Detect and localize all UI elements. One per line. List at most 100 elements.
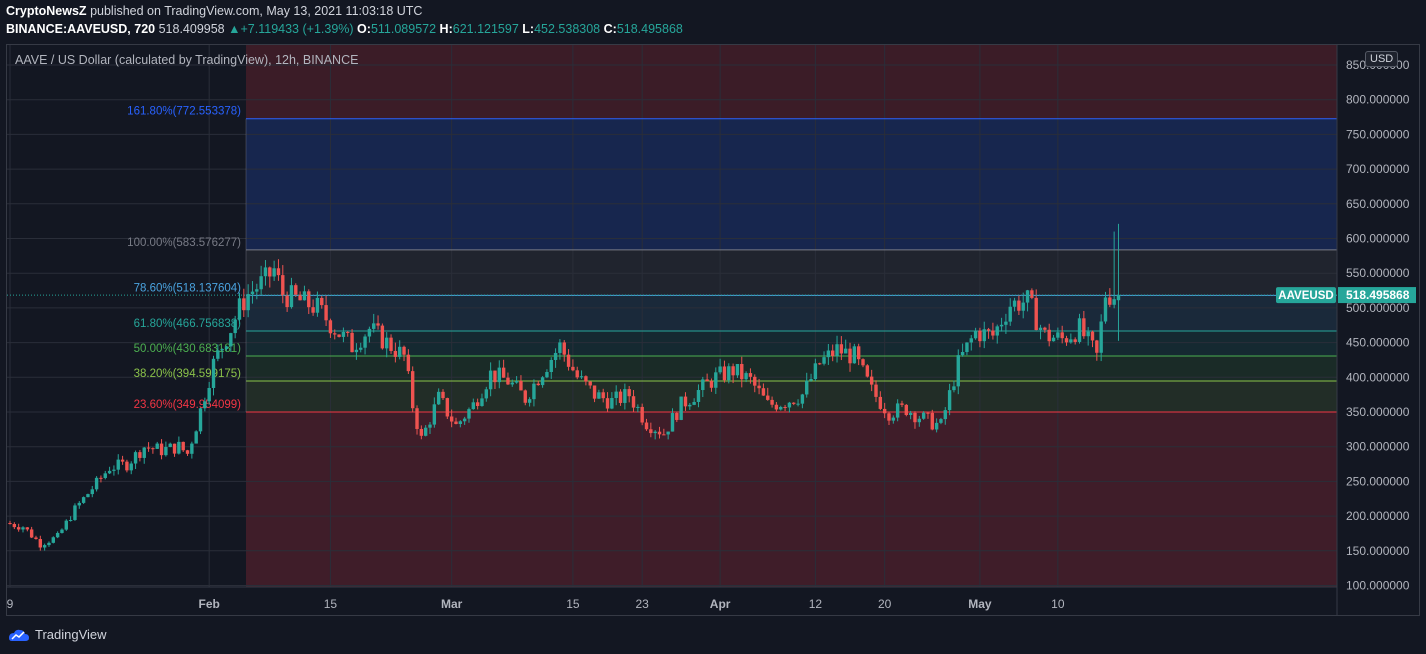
candle-body (324, 305, 328, 321)
currency-badge[interactable]: USD (1365, 51, 1399, 67)
candle-body (618, 391, 623, 403)
high-value: 621.121597 (452, 22, 519, 36)
price-tag-symbol-bg (1276, 287, 1336, 304)
close-value: 518.495868 (616, 22, 683, 36)
candle-body (341, 331, 346, 337)
candle-body (103, 473, 107, 478)
candle-body (294, 285, 298, 295)
candle-body (112, 469, 116, 471)
candle-body (566, 354, 571, 367)
candle-body (869, 376, 874, 385)
candle-body (688, 404, 692, 407)
candle-body (934, 422, 939, 430)
candle-body (965, 342, 969, 353)
high-label: H: (439, 22, 453, 36)
candle-body (138, 452, 142, 458)
candle-body (670, 413, 675, 432)
candle-body (307, 291, 311, 308)
candle-body (787, 402, 792, 408)
open-label: O: (357, 22, 371, 36)
candle-body (21, 527, 25, 530)
candle-body (211, 358, 216, 388)
candle-body (385, 337, 389, 349)
candle-body (363, 336, 367, 348)
candle-body (549, 359, 553, 373)
candle-body (320, 297, 324, 306)
candle-body (389, 337, 393, 351)
candle-body (852, 346, 857, 364)
candle-body (952, 386, 956, 391)
candle-body (129, 463, 133, 471)
candle-body (1030, 290, 1034, 298)
candle-body (930, 412, 934, 430)
candle-body (38, 539, 43, 548)
candle-body (527, 399, 532, 403)
low-label: L: (522, 22, 535, 36)
candle-body (181, 441, 185, 451)
candle-body (627, 389, 631, 397)
footer-brand: TradingView (35, 627, 107, 642)
candle-body (216, 350, 220, 359)
candle-body (1025, 290, 1030, 303)
candle-body (203, 401, 207, 409)
candle-body (783, 406, 787, 408)
candle-body (592, 385, 597, 399)
x-tick-label: 9 (7, 597, 14, 611)
x-tick-label: Apr (710, 597, 731, 611)
tradingview-footer[interactable]: TradingView (6, 627, 107, 642)
price-tag-symbol: AAVEUSD (1278, 290, 1333, 302)
candle-body (532, 383, 536, 400)
candle-body (259, 276, 263, 290)
fib-level-label: 50.00%(430.683181) (134, 343, 242, 355)
candle-body (575, 370, 579, 378)
candle-body (1112, 299, 1116, 305)
candle-body (735, 363, 740, 376)
candle-body (484, 389, 488, 399)
candle-body (1095, 340, 1099, 353)
candle-body (657, 431, 662, 435)
candle-body (796, 403, 800, 405)
fib-zone-1 (246, 249, 1337, 296)
candle-body (727, 366, 731, 381)
candle-body (822, 357, 826, 364)
candle-body (289, 285, 294, 308)
y-tick-label: 800.000000 (1346, 93, 1410, 107)
fib-zone-bottom (246, 412, 1337, 587)
candle-body (445, 398, 450, 417)
candle-body (1069, 339, 1073, 343)
candle-body (601, 392, 605, 399)
candle-body (1051, 337, 1056, 342)
candle-body (978, 330, 982, 342)
candle-body (172, 443, 177, 454)
candle-body (372, 323, 376, 329)
candle-body (376, 323, 380, 326)
candle-body (536, 383, 540, 386)
candle-body (68, 519, 73, 521)
candle-body (757, 385, 761, 389)
candle-body (744, 373, 748, 380)
candle-body (1073, 339, 1077, 342)
candle-body (523, 390, 527, 403)
candle-body (986, 329, 991, 331)
candle-body (514, 380, 519, 383)
candle-body (220, 349, 224, 351)
candle-body (255, 289, 259, 292)
candle-body (1008, 306, 1012, 322)
author-name[interactable]: CryptoNewsZ (6, 4, 87, 18)
candle-body (29, 529, 34, 538)
last-price: 518.409958 (158, 22, 225, 36)
candle-body (926, 412, 930, 414)
candle-body (878, 396, 883, 409)
tradingview-logo-icon (9, 629, 29, 641)
candle-body (281, 275, 285, 296)
candle-body (268, 267, 272, 277)
candle-body (423, 427, 428, 436)
x-tick-label: 15 (566, 597, 580, 611)
candle-body (722, 366, 727, 381)
candle-body (882, 408, 887, 414)
candle-body (120, 459, 125, 462)
candle-body (116, 459, 120, 470)
fib-zone-5 (246, 381, 1337, 413)
candle-body (705, 379, 709, 382)
